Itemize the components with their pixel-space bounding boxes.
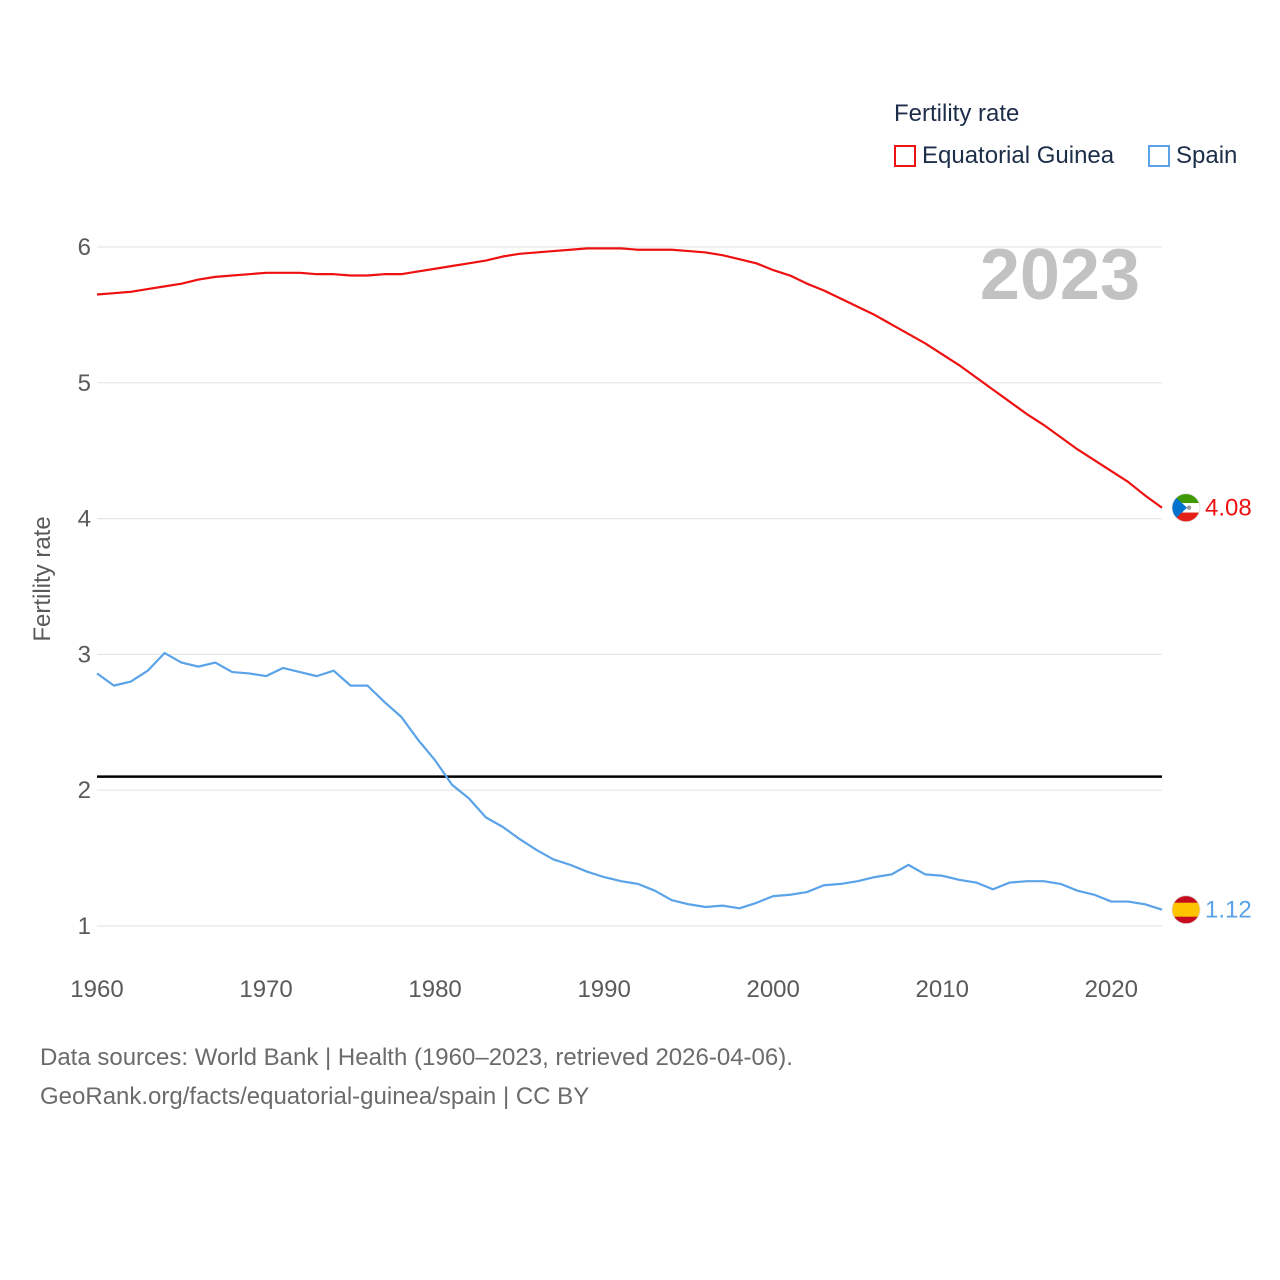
legend-item-equatorial-guinea[interactable]: Equatorial Guinea	[894, 142, 1114, 170]
end-value-label-equatorial-guinea: 4.08	[1205, 495, 1252, 522]
legend-title: Fertility rate	[894, 100, 1020, 127]
end-markers: 4.08 1.12	[1171, 493, 1252, 925]
y-axis-ticks: 1 2 3 4 5 6	[78, 234, 91, 940]
y-tick-label: 6	[78, 234, 91, 261]
y-tick-label: 4	[78, 506, 91, 533]
x-tick-label: 2010	[916, 976, 969, 1003]
x-tick-label: 1970	[239, 976, 292, 1003]
series-line-spain	[96, 651, 1163, 911]
x-tick-label: 2020	[1085, 976, 1138, 1003]
year-watermark: 2023	[980, 235, 1140, 315]
flag-icon-spain	[1171, 895, 1201, 925]
y-axis-label: Fertility rate	[29, 516, 56, 641]
y-tick-label: 3	[78, 641, 91, 668]
legend-label-equatorial-guinea: Equatorial Guinea	[922, 142, 1115, 169]
series-lines	[96, 247, 1163, 911]
legend-swatch-spain	[1148, 145, 1170, 167]
end-value-label-spain: 1.12	[1205, 897, 1252, 924]
x-axis-ticks: 1960 1970 1980 1990 2000 2010 2020	[70, 976, 1138, 1003]
legend-label-spain: Spain	[1176, 142, 1238, 169]
grid-lines	[97, 246, 1162, 927]
footer-sources: Data sources: World Bank | Health (1960–…	[40, 1044, 793, 1071]
x-tick-label: 1960	[70, 976, 123, 1003]
legend-swatch-equatorial-guinea	[894, 145, 916, 167]
flag-icon-equatorial-guinea	[1171, 493, 1201, 523]
series-line-equatorial-guinea	[96, 247, 1163, 509]
y-tick-label: 5	[78, 370, 91, 397]
y-tick-label: 2	[78, 777, 91, 804]
y-tick-label: 1	[78, 913, 91, 940]
x-tick-label: 1980	[408, 976, 461, 1003]
footer-attribution[interactable]: GeoRank.org/facts/equatorial-guinea/spai…	[40, 1083, 590, 1110]
x-tick-label: 2000	[746, 976, 799, 1003]
x-tick-label: 1990	[577, 976, 630, 1003]
legend-item-spain[interactable]: Spain	[1148, 142, 1237, 170]
